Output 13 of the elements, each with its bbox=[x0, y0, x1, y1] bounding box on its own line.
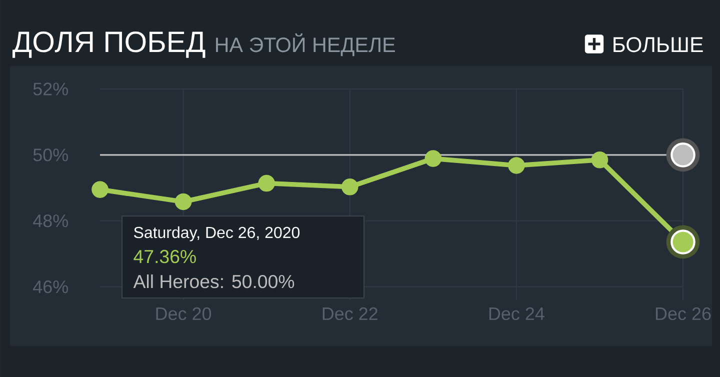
annotation: All Heroes: 50.00% bbox=[133, 274, 294, 288]
point bbox=[424, 150, 442, 167]
annotation: Saturday, Dec 26, 2020 bbox=[134, 226, 300, 242]
chart-title: ДОЛЯ ПОБЕД bbox=[12, 31, 206, 58]
text: БОЛЬШЕ bbox=[614, 37, 703, 52]
chart-subtitle: НА ЭТОЙ НЕДЕЛЕ bbox=[216, 33, 395, 56]
point bbox=[591, 151, 608, 168]
point bbox=[258, 174, 275, 192]
point bbox=[341, 178, 358, 196]
point bbox=[174, 193, 192, 210]
annotation: 47.36% bbox=[134, 250, 196, 264]
point bbox=[92, 181, 108, 198]
point bbox=[508, 157, 525, 174]
